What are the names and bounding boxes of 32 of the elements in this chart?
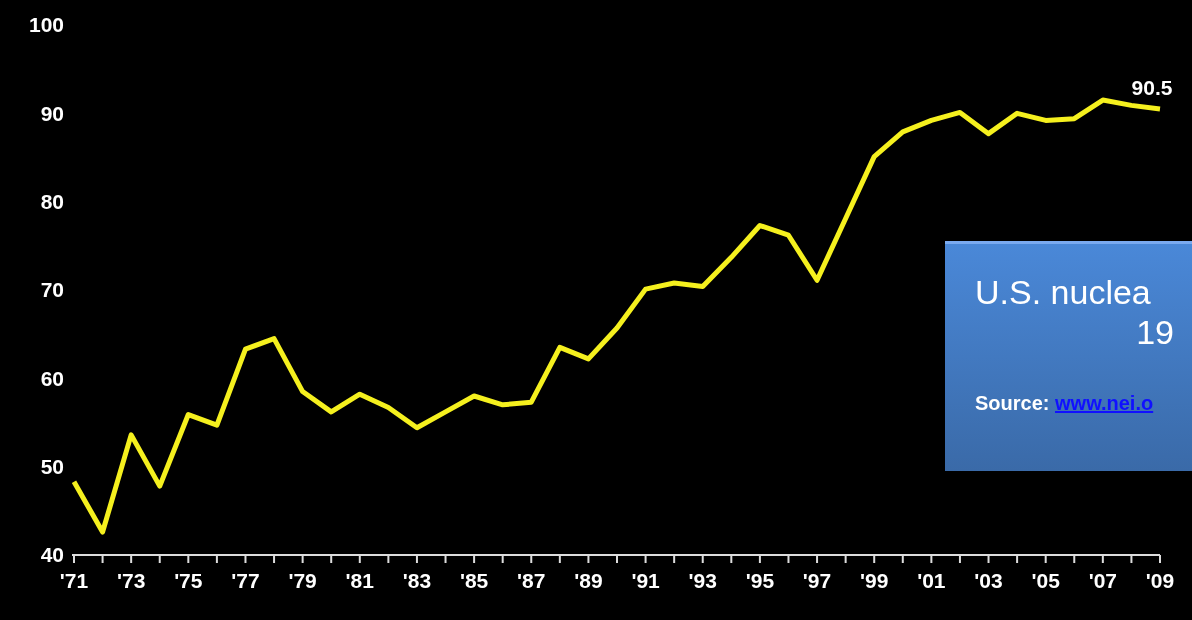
caption-box: U.S. nuclea 19 Source: www.nei.o: [945, 241, 1192, 471]
y-tick-label: 70: [40, 278, 64, 302]
x-tick-label: '85: [459, 568, 489, 592]
annotation: Source: www.nei.o: [975, 392, 1155, 415]
x-tick-label: '93: [688, 568, 717, 592]
x-tick-label: '95: [745, 568, 775, 592]
x-tick-label: '79: [288, 568, 317, 592]
x-tick-label: '09: [1145, 568, 1175, 592]
annotation: 19: [1135, 312, 1175, 352]
x-tick-label: '99: [860, 568, 889, 592]
x-tick-label: '07: [1088, 568, 1118, 592]
x-tick-label: '77: [231, 568, 260, 592]
y-tick-label: 80: [40, 190, 64, 214]
x-tick-label: '97: [802, 568, 832, 592]
x-tick-label: '75: [174, 568, 203, 592]
x-tick-label: '83: [402, 568, 432, 592]
y-tick-label: 90: [40, 101, 64, 125]
x-tick-label: '87: [517, 568, 546, 592]
y-tick-label: 100: [28, 13, 64, 37]
y-tick-label: 40: [40, 543, 64, 567]
x-tick-label: '01: [917, 568, 946, 592]
y-tick-label: 50: [40, 455, 64, 479]
x-tick-label: '03: [974, 568, 1003, 592]
x-tick-label: '71: [59, 568, 89, 592]
x-tick-label: '89: [574, 568, 603, 592]
annotation: U.S. nuclea: [975, 272, 1152, 312]
annotation: 90.5: [1131, 75, 1173, 99]
x-tick-label: '73: [116, 568, 146, 592]
x-tick-label: '91: [631, 568, 661, 592]
y-tick-label: 60: [40, 366, 64, 390]
x-tick-label: '05: [1031, 568, 1061, 592]
x-tick-label: '81: [345, 568, 375, 592]
